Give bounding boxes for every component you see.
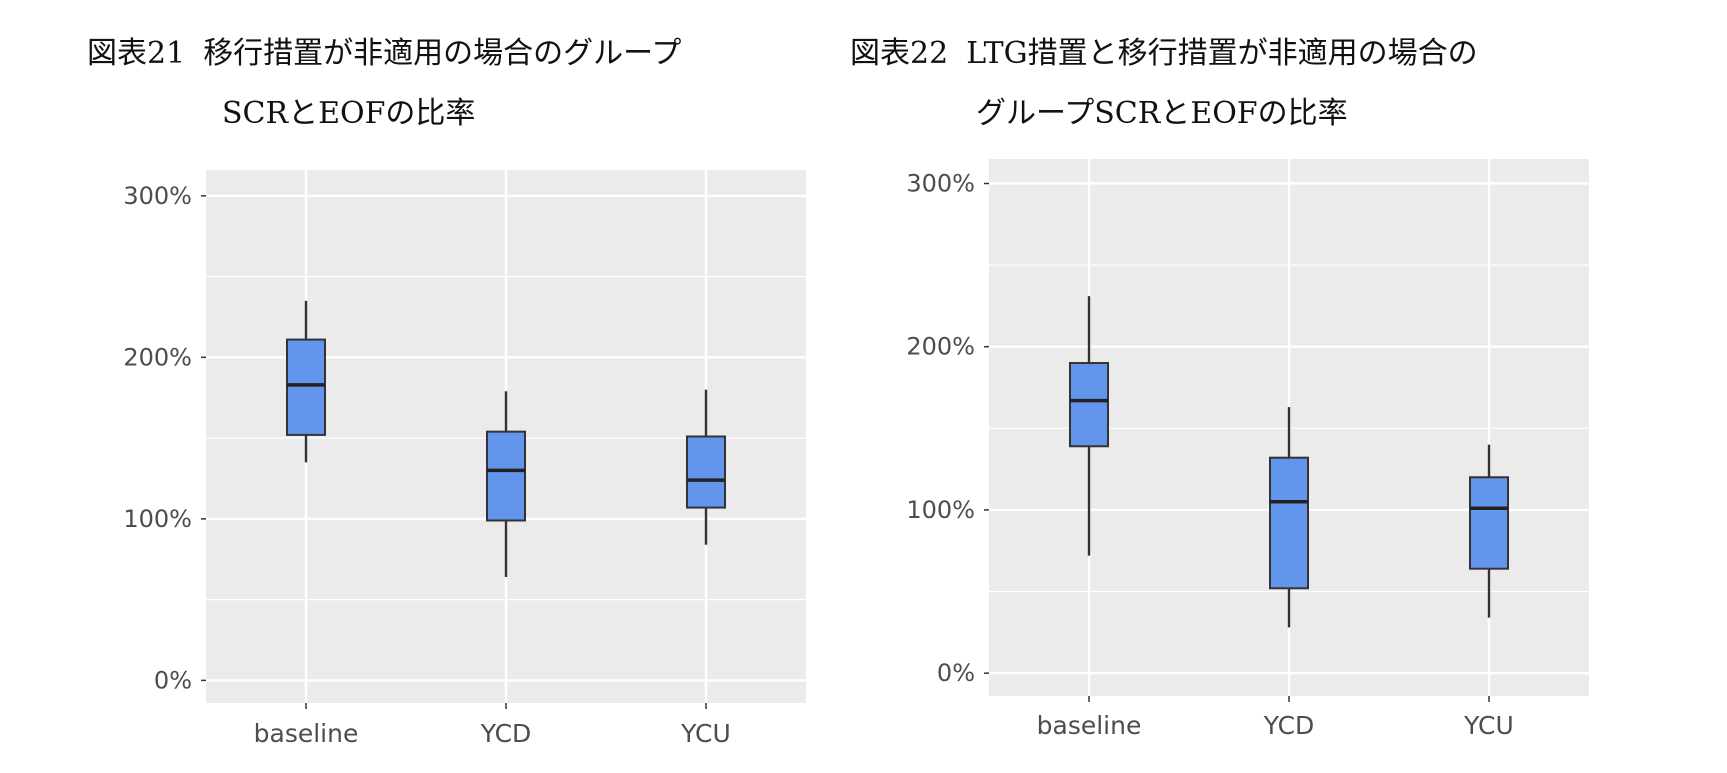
y-tick-label: 200% xyxy=(123,343,192,371)
box-iqr xyxy=(486,430,526,522)
figure-title-line-1: 図表22 LTG措置と移行措置が非適用の場合の xyxy=(850,28,1478,72)
x-tick-label: baseline xyxy=(254,719,359,748)
y-tick-label: 200% xyxy=(906,333,975,361)
x-tick-label: YCD xyxy=(1263,711,1315,740)
box-iqr xyxy=(686,435,726,509)
figure-title-line-2: SCRとEOFの比率 xyxy=(222,96,476,131)
box-iqr xyxy=(1269,456,1309,590)
x-tick-label: YCU xyxy=(1463,711,1514,740)
box-iqr xyxy=(286,338,326,436)
x-tick-label: YCU xyxy=(680,719,731,748)
y-tick-label: 300% xyxy=(123,182,192,210)
x-tick-label: baseline xyxy=(1037,711,1142,740)
figure-title-text: 移行措置が非適用の場合のグループ xyxy=(203,36,682,71)
figure-number: 図表21 xyxy=(87,36,186,71)
box-iqr xyxy=(1469,476,1509,570)
y-tick-label: 100% xyxy=(906,496,975,524)
y-tick-label: 300% xyxy=(906,169,975,197)
figure-title-line-1: 図表21 移行措置が非適用の場合のグループ xyxy=(87,28,681,72)
figure-22: 図表22 LTG措置と移行措置が非適用の場合の グループSCRとEOFの比率 0%… xyxy=(850,0,1727,773)
y-tick-label: 100% xyxy=(123,505,192,533)
y-tick-label: 0% xyxy=(937,659,975,687)
y-tick-label: 0% xyxy=(154,666,192,694)
x-tick-label: YCD xyxy=(480,719,532,748)
boxplot-chart-21: 0% 100% 200% 300% baseline YCD YCU xyxy=(123,170,806,748)
figure-title-line-2: グループSCRとEOFの比率 xyxy=(976,96,1348,131)
figure-number: 図表22 xyxy=(850,36,949,71)
figure-title-text: LTG措置と移行措置が非適用の場合の xyxy=(966,36,1478,71)
figure-21: 図表21 移行措置が非適用の場合のグループ SCRとEOFの比率 0% 100% 20… xyxy=(0,0,850,773)
box-iqr xyxy=(1069,362,1109,448)
boxplot-chart-22: 0% 100% 200% 300% baseline YCD YCU xyxy=(906,159,1589,740)
